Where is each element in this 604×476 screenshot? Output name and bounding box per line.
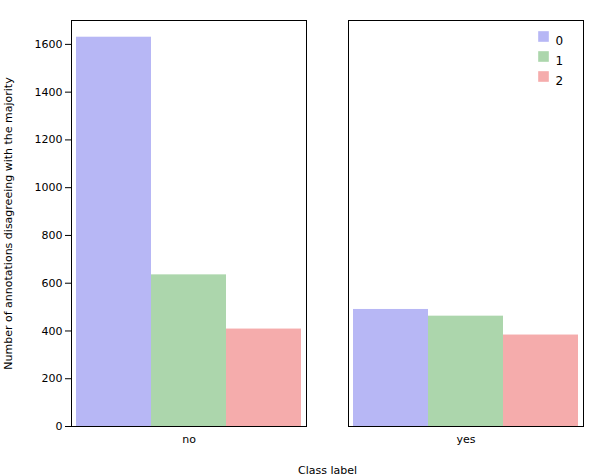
svg-text:yes: yes — [456, 433, 475, 446]
svg-text:1200: 1200 — [35, 133, 63, 146]
svg-text:Class label: Class label — [298, 464, 357, 476]
svg-text:no: no — [182, 433, 196, 446]
svg-text:800: 800 — [42, 229, 63, 242]
svg-text:0: 0 — [56, 420, 63, 433]
svg-text:200: 200 — [42, 372, 63, 385]
svg-text:400: 400 — [42, 324, 63, 337]
svg-text:2: 2 — [556, 74, 564, 88]
svg-text:0: 0 — [556, 34, 564, 48]
svg-text:1: 1 — [556, 54, 564, 68]
svg-text:1000: 1000 — [35, 181, 63, 194]
svg-text:1400: 1400 — [35, 86, 63, 99]
svg-text:1600: 1600 — [35, 38, 63, 51]
svg-text:600: 600 — [42, 277, 63, 290]
svg-text:Number of annotations disagree: Number of annotations disagreeing with t… — [2, 77, 15, 370]
